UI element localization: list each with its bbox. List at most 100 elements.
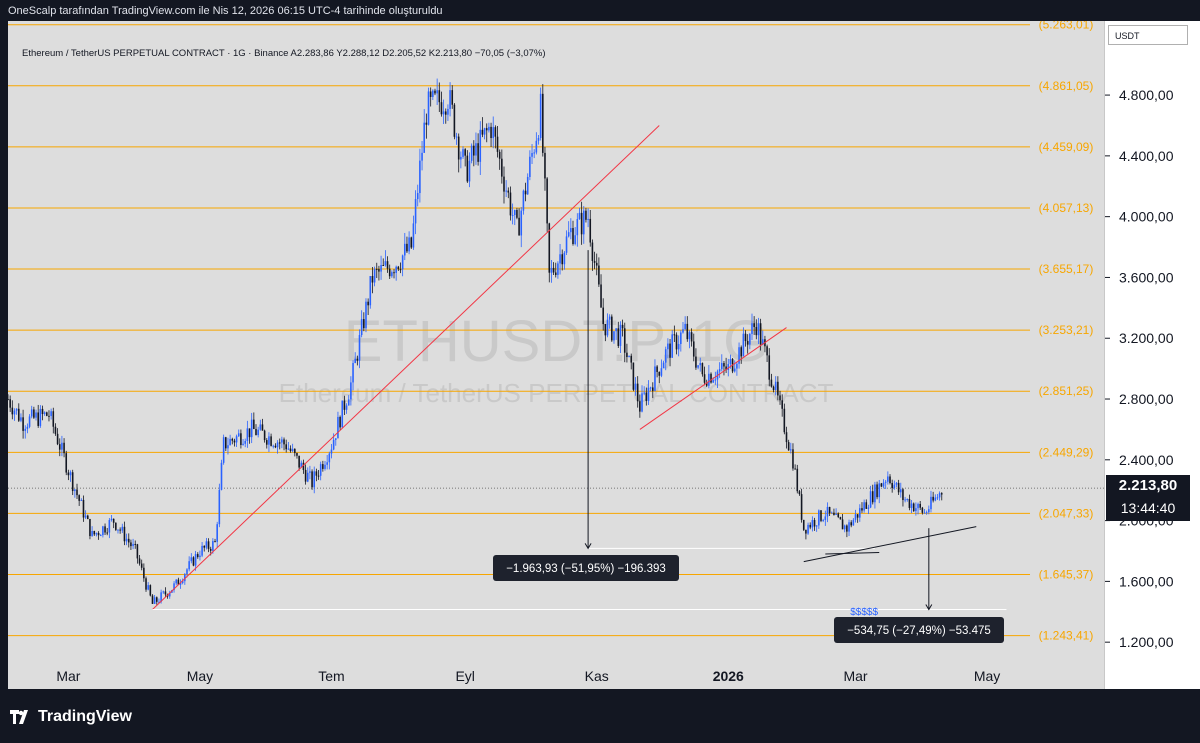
level-label: (2.047,33) (1039, 506, 1094, 520)
candle-up (80, 499, 83, 501)
candle-up (175, 579, 178, 584)
candle-down (921, 507, 924, 513)
candle-up (807, 524, 809, 534)
tradingview-logo[interactable]: TradingView (10, 708, 132, 726)
candle-down (580, 212, 583, 235)
candle-up (628, 355, 630, 358)
candle-up (649, 387, 652, 389)
candle-down (841, 519, 844, 530)
candle-up (460, 156, 462, 160)
chart-svg[interactable]: ETHUSDT.P, 1G Ethereum / TetherUS PERPETU… (8, 21, 1104, 689)
candle-up (606, 319, 609, 336)
candle-up (15, 408, 18, 411)
candle-up (529, 156, 531, 177)
candle-down (453, 104, 456, 137)
watermark-symbol: ETHUSDT.P, 1G (344, 309, 768, 374)
candle-down (304, 469, 307, 482)
candle-down (54, 426, 57, 434)
candle-down (753, 323, 755, 328)
candle-down (444, 111, 447, 115)
candle-up (859, 508, 861, 518)
candle-down (509, 192, 512, 216)
candle-down (378, 269, 380, 272)
candle-down (123, 526, 126, 542)
candle-up (184, 574, 186, 582)
candle-up (95, 532, 98, 535)
price-tick-label: 1.600,00 (1119, 573, 1174, 589)
candle-down (322, 464, 324, 469)
candle-up (843, 525, 846, 530)
candle-down (434, 90, 436, 94)
level-label: (3.655,17) (1039, 262, 1094, 276)
candle-down (192, 557, 195, 566)
candle-up (20, 417, 22, 421)
candle-down (695, 356, 697, 368)
candle-down (363, 319, 365, 329)
candle-down (794, 468, 796, 470)
candle-down (464, 149, 466, 156)
candle-down (546, 178, 548, 224)
trendline-support (152, 125, 660, 610)
candle-down (93, 531, 96, 535)
candle-down (770, 379, 773, 387)
candle-up (688, 332, 691, 340)
candle-down (67, 472, 70, 476)
candle-up (341, 400, 344, 428)
candle-up (742, 333, 745, 357)
candle-down (777, 381, 779, 396)
level-label: (4.861,05) (1039, 79, 1094, 93)
candle-down (46, 412, 48, 416)
candle-down (703, 374, 706, 383)
price-axis[interactable]: 1.200,001.600,002.000,002.400,002.800,00… (1104, 21, 1200, 689)
candle-up (751, 323, 753, 334)
candle-down (919, 503, 921, 508)
candle-down (604, 324, 607, 336)
chart-area[interactable]: ETHUSDT.P, 1G Ethereum / TetherUS PERPETU… (8, 21, 1104, 689)
candle-up (345, 405, 348, 410)
candle-up (39, 408, 42, 426)
candle-up (199, 555, 201, 558)
candle-down (143, 567, 145, 579)
trendline-base (803, 526, 977, 563)
time-axis-label: Mar (843, 668, 867, 684)
candle-up (830, 512, 833, 514)
price-tick-label: 2.400,00 (1119, 452, 1174, 468)
candle-up (867, 507, 870, 509)
candle-up (300, 462, 303, 468)
candle-up (774, 381, 777, 390)
candle-up (449, 90, 451, 109)
candle-up (475, 143, 477, 156)
candle-up (455, 136, 458, 138)
candle-up (190, 557, 193, 562)
candle-up (332, 439, 335, 450)
candle-down (296, 453, 298, 456)
candle-up (619, 324, 622, 346)
candle-down (602, 307, 604, 325)
candle-up (330, 449, 333, 454)
candle-down (561, 254, 564, 265)
candle-up (61, 442, 63, 450)
candle-up (384, 261, 387, 266)
candle-down (136, 544, 139, 559)
currency-selector[interactable]: USDT (1108, 25, 1188, 45)
candle-up (287, 448, 290, 450)
candle-down (686, 323, 689, 340)
candle-up (222, 437, 225, 463)
candle-down (78, 495, 80, 501)
candle-up (582, 210, 585, 235)
candle-up (423, 122, 426, 153)
candle-down (850, 522, 852, 526)
candle-up (874, 484, 876, 503)
candle-down (89, 519, 91, 537)
candle-down (705, 382, 708, 386)
candle-down (837, 513, 840, 518)
candle-down (388, 268, 391, 277)
candle-up (242, 443, 244, 445)
candle-down (106, 532, 108, 534)
candle-down (164, 591, 167, 595)
candle-down (516, 210, 518, 218)
candle-down (723, 363, 725, 367)
candle-down (231, 438, 234, 441)
candle-up (513, 210, 516, 216)
candle-down (498, 151, 501, 159)
